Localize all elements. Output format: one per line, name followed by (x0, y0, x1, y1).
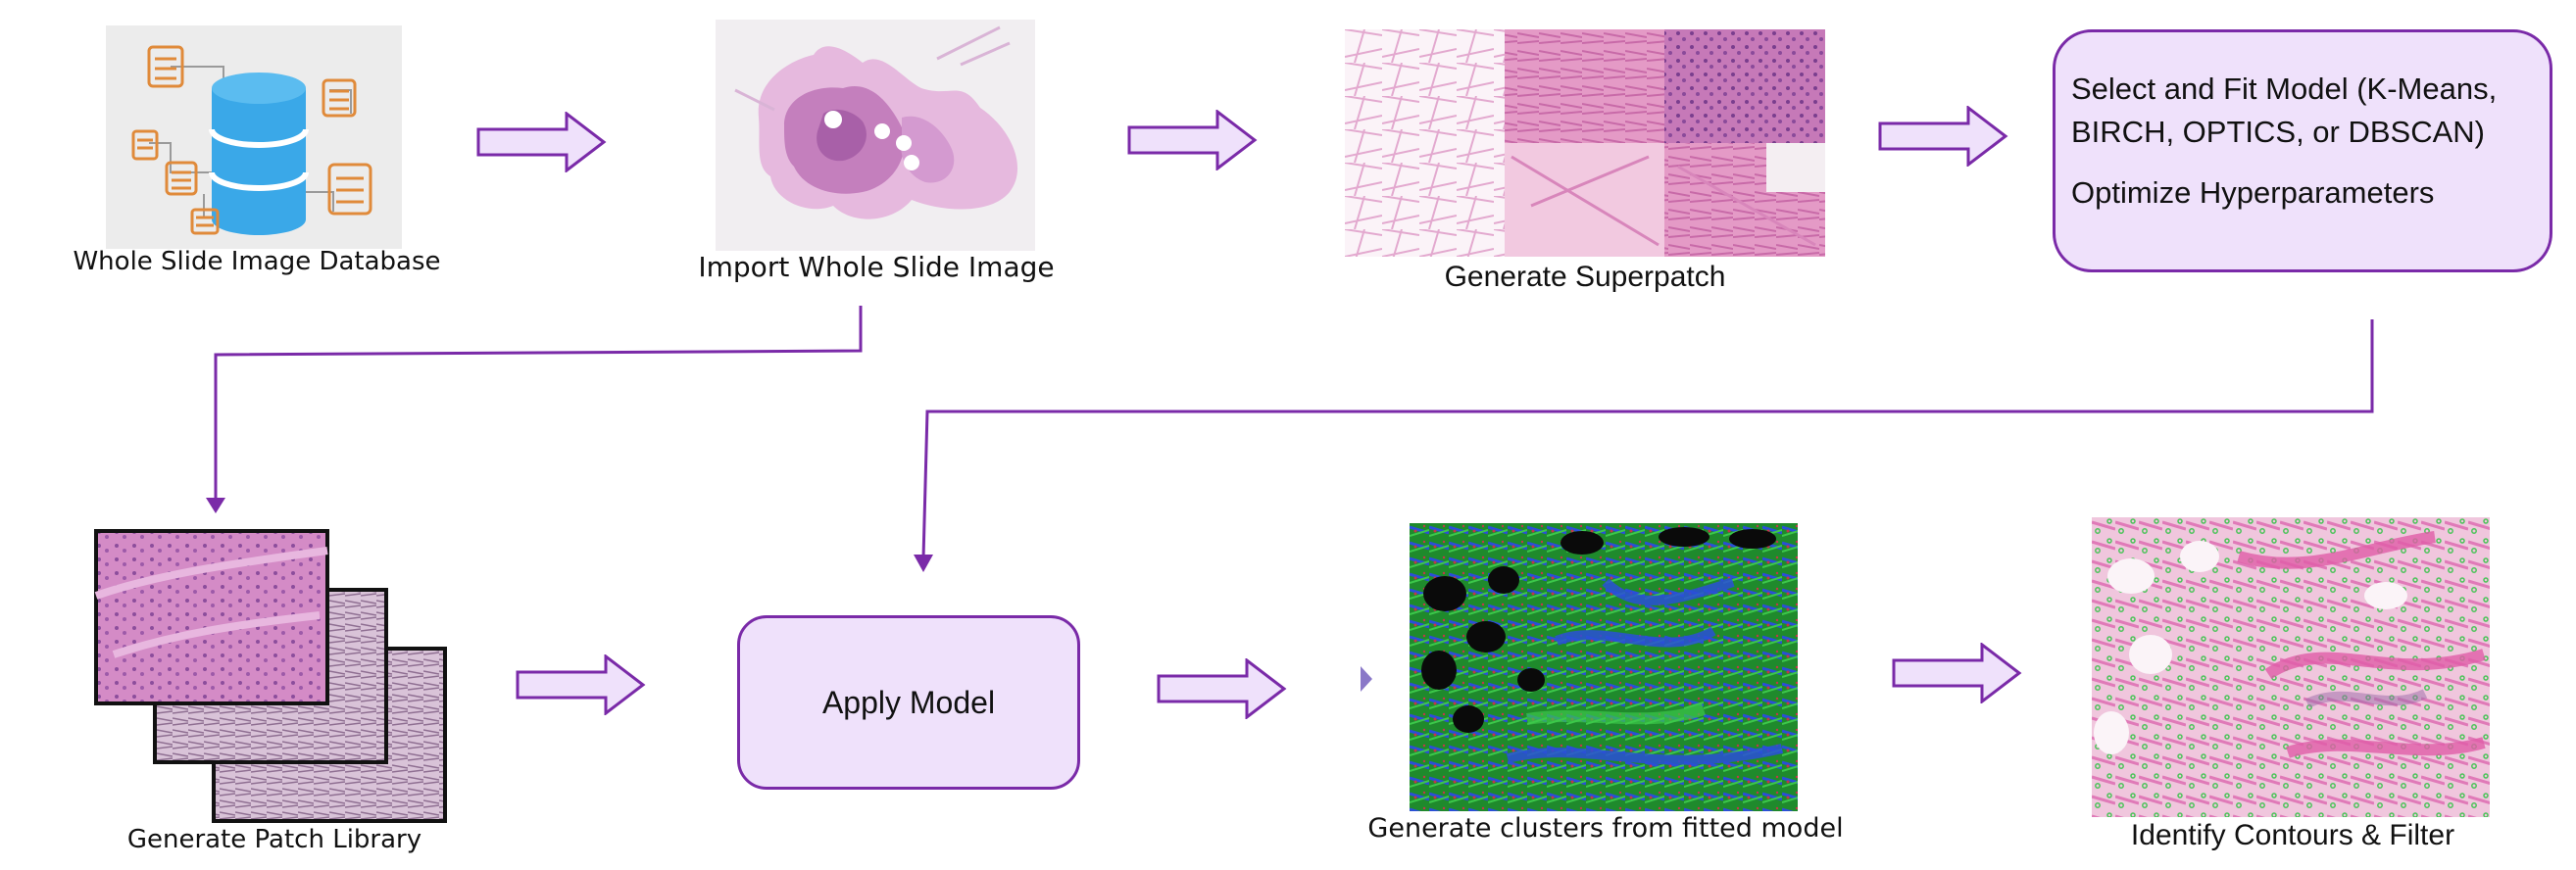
contours-image (2092, 517, 2490, 817)
patch-library-caption: Generate Patch Library (126, 825, 422, 854)
patch-library-stack (94, 527, 451, 827)
superpatch-caption: Generate Superpatch (1444, 261, 1726, 293)
model-line-3: Optimize Hyperparameters (2071, 175, 2435, 210)
superpatch-image (1345, 29, 1825, 257)
contours-caption: Identify Contours & Filter (2130, 819, 2455, 851)
arrow-right-icon (1157, 658, 1287, 719)
clusters-caption: Generate clusters from fitted model (1367, 813, 1844, 844)
arrow-right-icon (1878, 106, 2008, 167)
database-image (106, 25, 402, 249)
arrow-right-icon (1127, 110, 1258, 170)
arrowhead-down-icon (914, 555, 933, 572)
triangle-marker-icon (1361, 666, 1372, 692)
database-icon (106, 25, 402, 249)
import-caption: Import Whole Slide Image (698, 251, 1055, 283)
select-fit-model-box: Select and Fit Model (K-Means, BIRCH, OP… (2053, 29, 2552, 272)
model-line-2: BIRCH, OPTICS, or DBSCAN) (2071, 115, 2485, 149)
arrowhead-down-icon (206, 498, 225, 513)
whole-slide-image (716, 20, 1035, 251)
arrow-right-icon (476, 112, 607, 172)
clusters-image (1410, 523, 1798, 811)
database-caption: Whole Slide Image Database (73, 247, 441, 276)
arrow-right-icon (516, 654, 646, 715)
apply-model-label: Apply Model (821, 684, 996, 720)
apply-model-box: Apply Model (737, 615, 1080, 790)
model-line-1: Select and Fit Model (K-Means, (2071, 72, 2498, 106)
arrow-right-icon (1892, 643, 2022, 703)
